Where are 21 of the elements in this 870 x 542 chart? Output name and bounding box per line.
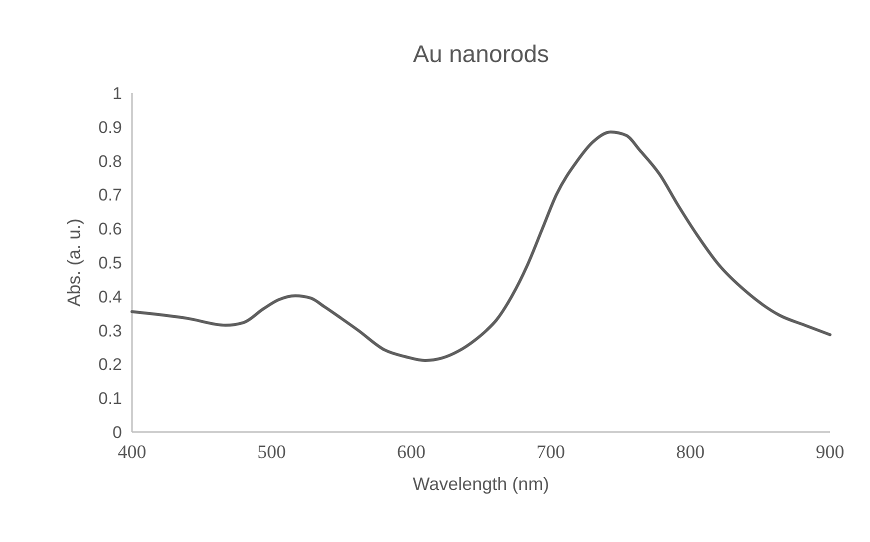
y-tick-label: 0.2 xyxy=(98,355,122,374)
x-axis-title: Wavelength (nm) xyxy=(412,474,550,494)
y-axis-title: Abs. (a. u.) xyxy=(64,218,84,307)
y-tick-label: 1 xyxy=(112,84,122,103)
y-tick-label: 0.5 xyxy=(98,253,122,272)
chart-title: Au nanorods xyxy=(412,41,550,68)
y-tick-label: 0.3 xyxy=(98,321,122,340)
x-tick-label: 900 xyxy=(816,442,844,463)
y-tick-label: 0.4 xyxy=(98,287,122,306)
y-tick-label: 0.8 xyxy=(98,152,122,171)
x-tick-label: 500 xyxy=(257,442,286,463)
line-series xyxy=(130,130,832,362)
x-tick-label: 700 xyxy=(536,442,566,463)
x-tick-label: 600 xyxy=(396,442,426,463)
y-tick-label: 0.6 xyxy=(98,220,122,239)
y-tick-label: 0.7 xyxy=(98,186,122,205)
y-tick-label: 0.9 xyxy=(98,118,122,137)
x-tick-label: 800 xyxy=(676,442,705,463)
x-tick-label: 400 xyxy=(118,442,146,463)
y-tick-label: 0 xyxy=(112,422,122,442)
y-tick-label: 0.1 xyxy=(98,389,122,408)
